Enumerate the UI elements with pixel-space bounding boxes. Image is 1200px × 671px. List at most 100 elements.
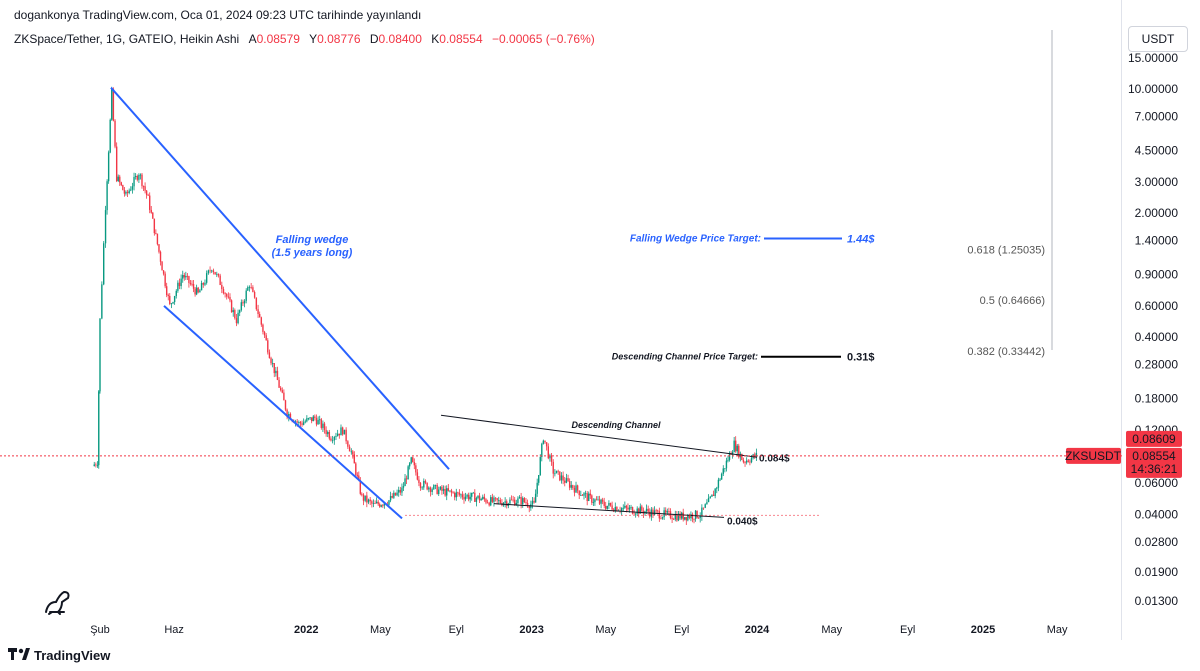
channel-upper-line[interactable] xyxy=(440,414,758,458)
candle-body xyxy=(725,460,728,469)
candle-body xyxy=(405,478,408,480)
candle-body xyxy=(167,295,169,296)
candle-body xyxy=(592,502,595,503)
candle-body xyxy=(452,492,454,494)
candle-body xyxy=(754,454,756,458)
candle-body xyxy=(711,494,713,497)
candle-body xyxy=(570,485,572,488)
candle-body xyxy=(260,317,263,325)
candle-body xyxy=(172,302,174,304)
candle-body xyxy=(109,119,111,153)
candle-body xyxy=(353,454,356,464)
candle-body xyxy=(195,287,198,295)
candle-body xyxy=(647,508,649,512)
y-tick-label: 0.06000 xyxy=(1135,476,1179,490)
candle-body xyxy=(522,498,524,505)
candle-body xyxy=(304,421,306,423)
candle-body xyxy=(372,503,375,504)
candle-body xyxy=(717,479,720,488)
candle-body xyxy=(125,191,127,194)
symbol-name[interactable]: ZKSpace/Tether, 1G, GATEIO, Heikin Ashi xyxy=(14,32,240,46)
candle-body xyxy=(424,480,427,483)
candle-body xyxy=(183,275,185,278)
dc-target-label: Descending Channel Price Target: xyxy=(612,352,758,362)
candle-body xyxy=(325,429,327,435)
candle-body xyxy=(482,496,484,499)
candle-body xyxy=(418,479,420,483)
candle-body xyxy=(298,422,300,423)
candle-body xyxy=(99,318,101,392)
x-tick-label: Haz xyxy=(164,624,184,636)
candle-body xyxy=(742,459,745,463)
candle-body xyxy=(628,507,631,510)
candle-body xyxy=(169,295,171,304)
y-tick-label: 4.50000 xyxy=(1135,144,1179,158)
candle-body xyxy=(499,500,502,504)
candle-body xyxy=(691,514,694,519)
candle-body xyxy=(235,318,238,324)
candle-body xyxy=(504,501,506,503)
candle-body xyxy=(413,462,415,466)
candle-body xyxy=(631,507,634,514)
candle-body xyxy=(460,494,462,496)
y-tick-label: 3.00000 xyxy=(1135,175,1179,189)
candle-body xyxy=(191,283,193,285)
y-tick-label: 0.18000 xyxy=(1135,392,1179,406)
open-value: 0.08579 xyxy=(256,32,300,46)
candle-body xyxy=(684,517,686,520)
candle-body xyxy=(475,497,478,502)
x-tick-label: 2024 xyxy=(745,624,770,636)
candle-body xyxy=(142,185,145,187)
candle-body xyxy=(472,492,474,494)
candle-body xyxy=(658,511,661,519)
candle-body xyxy=(446,488,448,496)
y-tick-label: 0.60000 xyxy=(1135,299,1179,313)
candle-body xyxy=(364,495,366,501)
symbol-tag xyxy=(1066,447,1121,464)
candle-body xyxy=(402,486,405,488)
candle-body xyxy=(444,488,446,496)
candle-body xyxy=(578,490,580,496)
wedge-upper-line[interactable] xyxy=(110,87,450,470)
candle-body xyxy=(401,487,403,493)
candle-body xyxy=(302,422,305,425)
candle-body xyxy=(636,508,638,514)
candle-body xyxy=(687,515,689,521)
wedge-lower-line[interactable] xyxy=(163,305,403,520)
candle-body xyxy=(396,492,398,496)
candle-body xyxy=(276,370,279,380)
candle-body xyxy=(126,191,129,194)
candle-body xyxy=(630,507,632,508)
candle-body xyxy=(270,358,272,364)
candle-body xyxy=(525,502,527,503)
candle-body xyxy=(453,492,456,498)
tradingview-logo[interactable]: TradingView xyxy=(8,648,110,663)
candle-body xyxy=(328,431,331,439)
countdown-label: 14:36:21 xyxy=(1131,462,1178,476)
y-tick-label: 15.00000 xyxy=(1128,51,1178,65)
low-label: D xyxy=(369,32,379,46)
candle-body xyxy=(491,497,494,502)
candle-body xyxy=(523,498,526,503)
candle-body xyxy=(749,461,751,463)
candle-body xyxy=(253,291,256,298)
candle-body xyxy=(123,190,126,194)
candle-body xyxy=(565,478,568,483)
candle-body xyxy=(438,489,440,495)
candle-body xyxy=(382,505,384,507)
candle-body xyxy=(317,419,319,425)
candle-body xyxy=(265,335,267,341)
candle-body xyxy=(429,487,432,492)
change-value: −0.00065 (−0.76%) xyxy=(492,32,595,46)
candle-body xyxy=(301,423,303,425)
currency-selector[interactable]: USDT xyxy=(1128,26,1188,52)
candle-body xyxy=(685,517,687,521)
candle-body xyxy=(485,499,487,503)
candle-body xyxy=(361,493,363,495)
candle-body xyxy=(638,508,640,514)
candle-body xyxy=(433,485,435,490)
y-tick-label: 0.01900 xyxy=(1135,565,1179,579)
candle-body xyxy=(162,270,165,274)
candle-body xyxy=(727,459,729,461)
